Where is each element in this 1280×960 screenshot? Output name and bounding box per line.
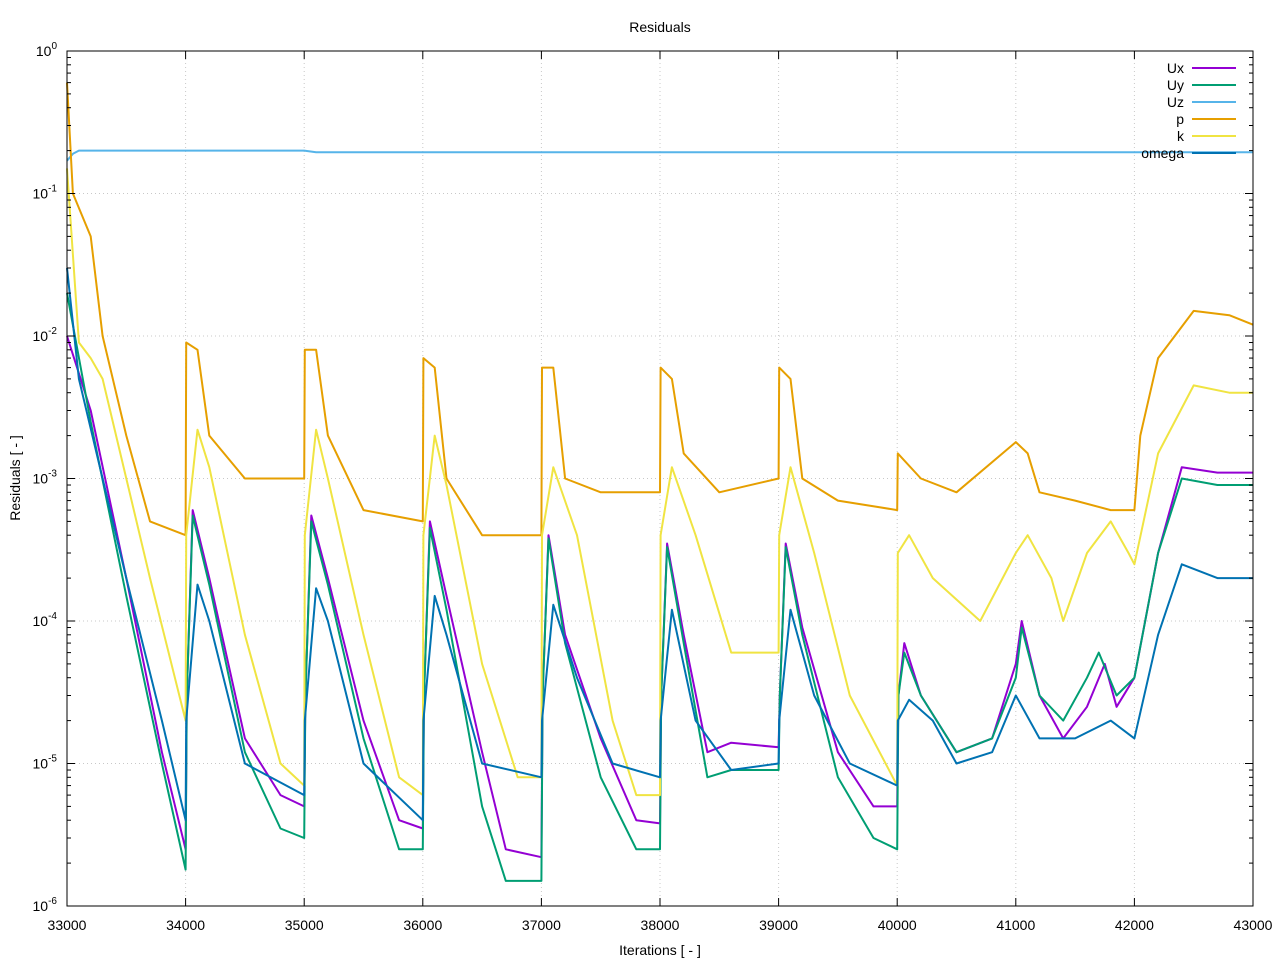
tick-layer: 33000 34000 35000 36000 37000 38000 39000 40000… bbox=[33, 41, 1273, 933]
x-tick-label: 41000 bbox=[996, 917, 1035, 933]
x-tick-label: 38000 bbox=[641, 917, 680, 933]
y-tick-label: 10-6 bbox=[33, 896, 58, 914]
y-tick-base: 10 bbox=[33, 898, 49, 914]
x-tick-label: 34000 bbox=[166, 917, 205, 933]
legend-label-p: p bbox=[1176, 111, 1184, 127]
y-tick-exponent: -3 bbox=[48, 469, 57, 480]
y-tick-base: 10 bbox=[36, 43, 52, 59]
y-tick-exponent: -1 bbox=[48, 184, 57, 195]
y-tick-label: 10-1 bbox=[33, 184, 58, 202]
legend-label-Uz: Uz bbox=[1167, 94, 1184, 110]
y-tick-base: 10 bbox=[33, 186, 49, 202]
x-tick-label: 40000 bbox=[878, 917, 917, 933]
y-tick-exponent: -6 bbox=[48, 896, 57, 907]
x-tick-label: 39000 bbox=[759, 917, 798, 933]
y-tick-exponent: -4 bbox=[48, 611, 57, 622]
y-tick-label: 100 bbox=[36, 41, 58, 59]
x-tick-label: 35000 bbox=[285, 917, 324, 933]
series-line-omega bbox=[66, 267, 1253, 822]
y-tick-exponent: -5 bbox=[48, 754, 57, 765]
series-line-Uz bbox=[66, 149, 1253, 162]
legend-label-Ux: Ux bbox=[1167, 60, 1184, 76]
chart-title: Residuals bbox=[629, 19, 690, 35]
y-tick-label: 10-5 bbox=[33, 754, 58, 772]
x-tick-label: 36000 bbox=[403, 917, 442, 933]
x-tick-label: 37000 bbox=[522, 917, 561, 933]
y-tick-exponent: 0 bbox=[51, 41, 57, 52]
y-tick-base: 10 bbox=[33, 471, 49, 487]
y-tick-base: 10 bbox=[33, 328, 49, 344]
legend-label-Uy: Uy bbox=[1167, 77, 1184, 93]
series-line-k bbox=[66, 168, 1253, 797]
series-layer bbox=[66, 82, 1254, 882]
y-tick-base: 10 bbox=[33, 756, 49, 772]
y-tick-base: 10 bbox=[33, 613, 49, 629]
x-tick-label: 42000 bbox=[1115, 917, 1154, 933]
y-tick-exponent: -2 bbox=[48, 326, 57, 337]
y-tick-label: 10-4 bbox=[33, 611, 58, 629]
x-axis-label: Iterations [ - ] bbox=[619, 942, 701, 958]
x-tick-label: 43000 bbox=[1234, 917, 1273, 933]
y-tick-label: 10-3 bbox=[33, 469, 58, 487]
y-tick-label: 10-2 bbox=[33, 326, 58, 344]
series-line-p bbox=[66, 82, 1254, 537]
legend-label-k: k bbox=[1177, 128, 1185, 144]
y-axis-label: Residuals [ - ] bbox=[7, 435, 23, 521]
legend-label-omega: omega bbox=[1141, 145, 1184, 161]
x-tick-label: 33000 bbox=[48, 917, 87, 933]
